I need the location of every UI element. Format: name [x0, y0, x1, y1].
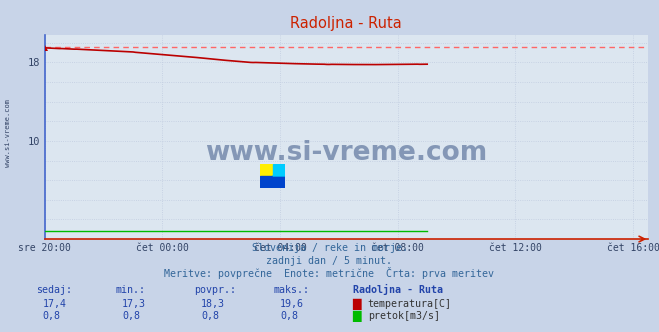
Text: █: █	[353, 310, 361, 322]
Text: www.si-vreme.com: www.si-vreme.com	[205, 140, 488, 166]
Text: povpr.:: povpr.:	[194, 285, 237, 295]
Text: 17,3: 17,3	[122, 299, 146, 309]
Text: 0,8: 0,8	[43, 311, 61, 321]
Text: 0,8: 0,8	[280, 311, 298, 321]
Text: sedaj:: sedaj:	[36, 285, 72, 295]
Text: 0,8: 0,8	[201, 311, 219, 321]
Text: Slovenija / reke in morje.: Slovenija / reke in morje.	[252, 243, 407, 253]
Text: zadnji dan / 5 minut.: zadnji dan / 5 minut.	[266, 256, 393, 266]
Text: 17,4: 17,4	[43, 299, 67, 309]
Text: Meritve: povprečne  Enote: metrične  Črta: prva meritev: Meritve: povprečne Enote: metrične Črta:…	[165, 267, 494, 279]
Text: www.si-vreme.com: www.si-vreme.com	[5, 99, 11, 167]
Text: min.:: min.:	[115, 285, 146, 295]
Text: █: █	[353, 298, 361, 310]
Bar	[260, 176, 285, 188]
Text: temperatura[C]: temperatura[C]	[368, 299, 451, 309]
Title: Radoljna - Ruta: Radoljna - Ruta	[291, 16, 402, 31]
Text: maks.:: maks.:	[273, 285, 310, 295]
Polygon shape	[273, 164, 285, 176]
Bar	[260, 164, 273, 176]
Text: pretok[m3/s]: pretok[m3/s]	[368, 311, 440, 321]
Bar	[273, 164, 285, 176]
Text: 18,3: 18,3	[201, 299, 225, 309]
Text: 19,6: 19,6	[280, 299, 304, 309]
Text: 0,8: 0,8	[122, 311, 140, 321]
Text: Radoljna - Ruta: Radoljna - Ruta	[353, 284, 443, 295]
